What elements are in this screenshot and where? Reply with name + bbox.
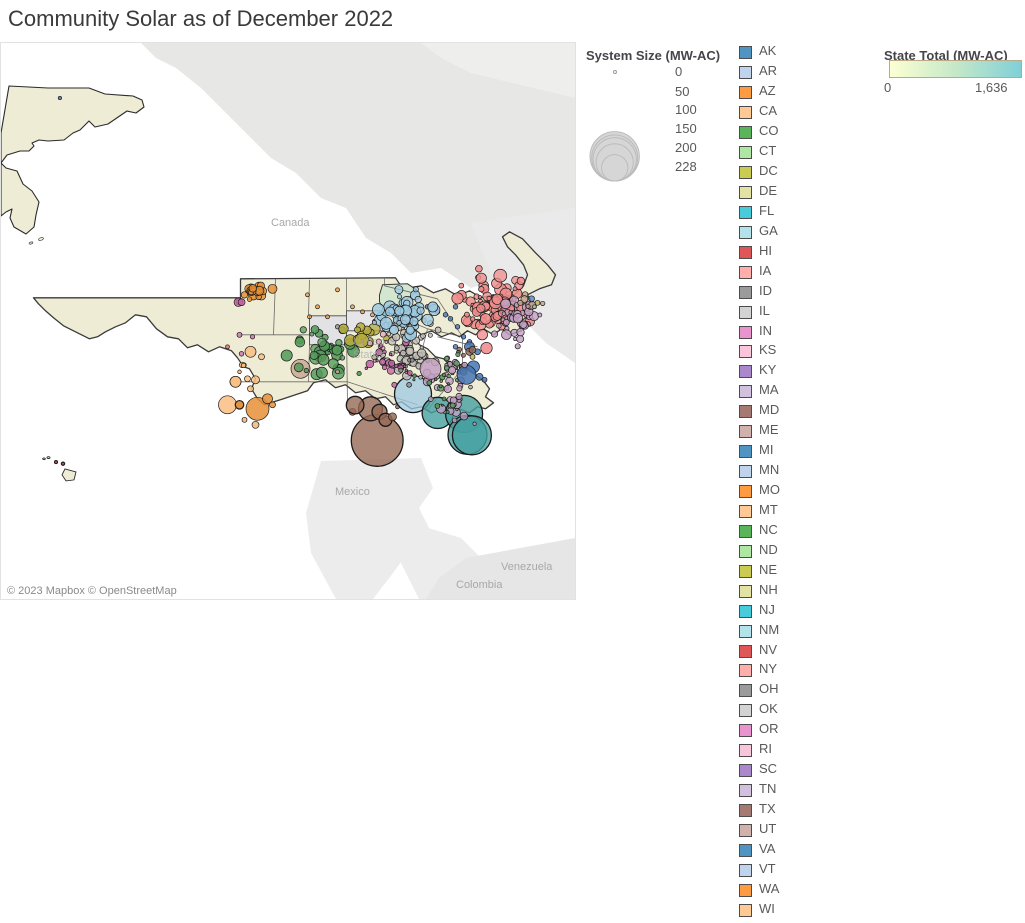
svg-text:States: States [353, 349, 385, 361]
svg-text:Colombia: Colombia [456, 579, 503, 591]
svg-text:United: United [353, 336, 385, 348]
svg-text:Venezuela: Venezuela [501, 561, 553, 573]
svg-text:© 2023 Mapbox © OpenStreetMap: © 2023 Mapbox © OpenStreetMap [7, 585, 177, 597]
svg-text:Canada: Canada [271, 217, 310, 229]
svg-text:Mexico: Mexico [335, 486, 370, 498]
